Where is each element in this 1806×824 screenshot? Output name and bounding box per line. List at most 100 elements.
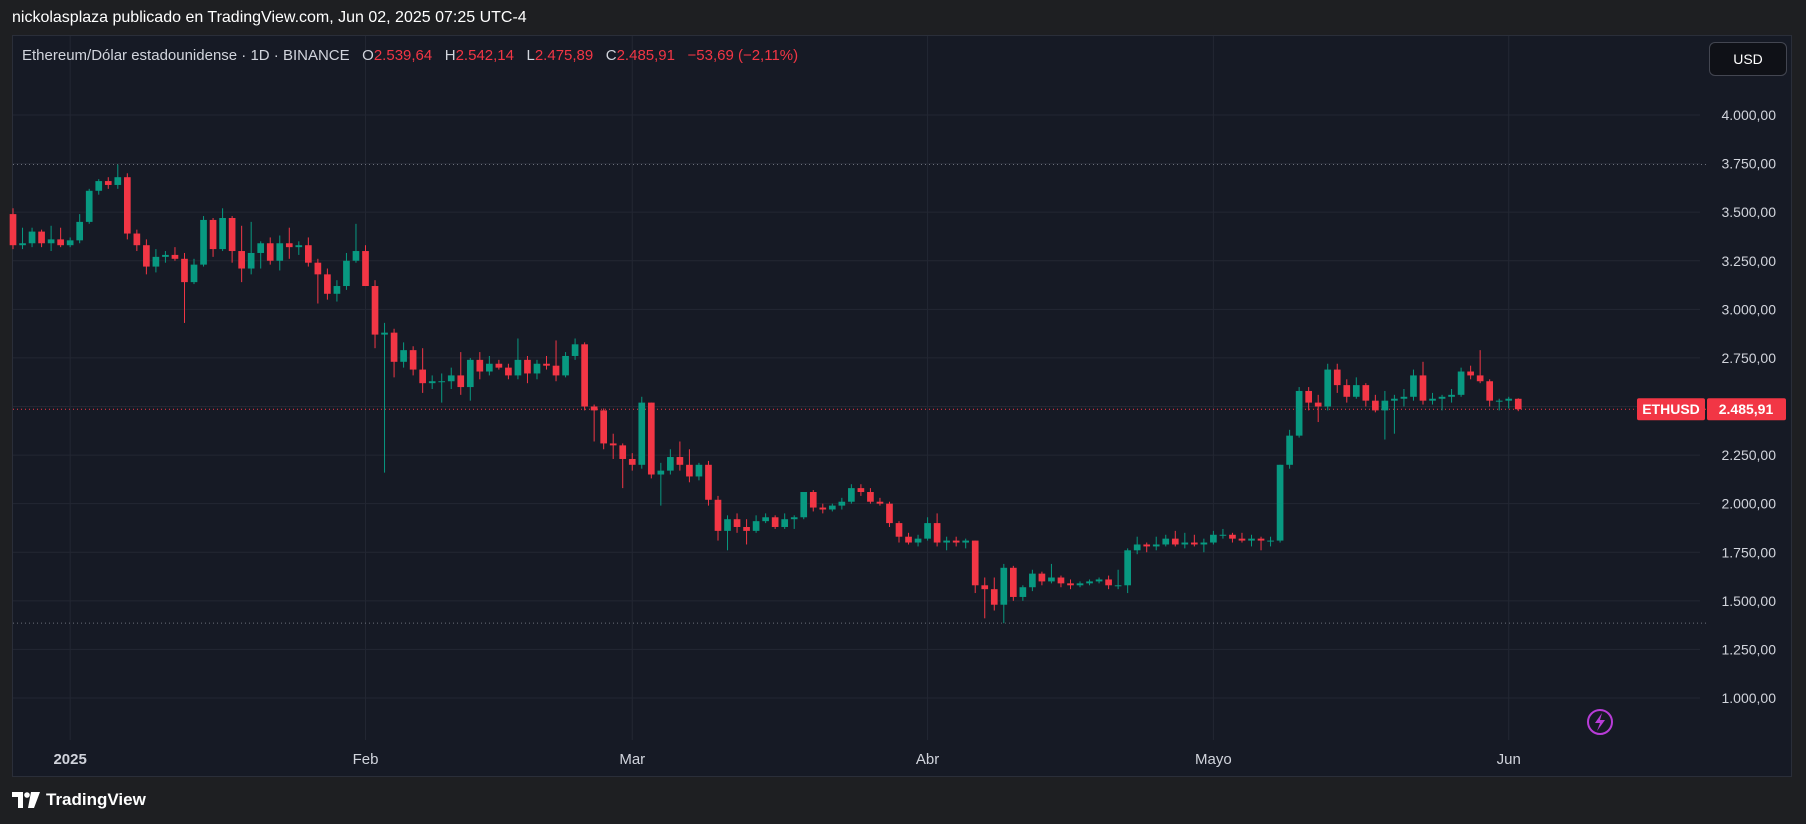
x-tick-label: Mar [619,751,645,768]
candle-body [247,252,255,269]
candle-body [771,517,779,527]
candle-body [1048,577,1055,582]
low-label: L [526,47,535,64]
candle-body [314,262,322,275]
candle-body [66,240,74,246]
candle-body [57,239,64,246]
last-price-tag: 2.485,91 [1719,401,1774,417]
candle-body [1238,538,1246,541]
candle-body [1229,534,1236,539]
candle-body [266,243,274,261]
y-tick-label: 2.750,00 [1722,350,1777,366]
x-tick-label: Abr [916,751,939,768]
candle-body [457,375,465,388]
candle-body [600,410,608,444]
open-value: 2.539,64 [373,47,433,64]
candle-body [1391,398,1398,401]
high-label: H [444,47,456,64]
candle-body [38,231,45,244]
candle-body [352,251,360,261]
candle-body [571,344,579,356]
candle-body [1219,534,1227,536]
candle-body [28,231,36,244]
candle-body [1276,464,1284,541]
candle-body [1467,371,1474,376]
candle-body [1295,390,1303,436]
candle-body [400,350,407,362]
candle-body [790,517,798,520]
candle-body [1086,581,1093,584]
y-tick-label: 4.000,00 [1722,107,1777,123]
candle-body [905,536,912,543]
brand-name: TradingView [46,790,146,809]
candle-body [190,264,198,283]
candle-body [114,177,122,185]
candle-body [638,402,646,465]
candle-body [219,217,226,250]
candle-body [257,243,265,253]
open-label: O [362,47,374,64]
candle-body [619,445,627,459]
candle-body [123,177,131,234]
currency-button[interactable]: USD [1709,42,1787,76]
lightning-bolt-icon [1595,713,1605,731]
candle-body [381,332,388,335]
low-value: 2.475,89 [534,47,594,64]
candle-body [895,523,903,537]
candle-body [1152,544,1160,547]
candle-body [1162,538,1170,545]
candle-body [590,406,598,411]
candle-body [324,274,331,294]
symbol-tag-bg [1637,398,1705,421]
candle-body [1114,585,1122,587]
lightning-icon[interactable] [1587,709,1613,735]
candle-body [533,363,541,374]
candle-body [676,457,684,465]
candle-body [171,254,179,259]
candle-body [152,256,160,267]
candle-body [181,258,188,283]
candle-body [1009,567,1017,597]
footer-brand: TradingView [12,790,146,810]
candle-body [838,501,846,506]
candle-body [95,181,103,191]
candle-body [876,501,884,504]
candle-body [952,540,960,543]
candle-body [867,492,874,502]
candle-body [9,214,17,246]
candle-body [162,254,169,257]
candle-body [705,464,712,500]
candle-body [609,443,617,446]
candle-body [1514,398,1522,410]
candle-body [390,332,398,362]
candle-body [1076,583,1084,586]
candle-body [1381,400,1389,411]
candle-body [276,243,284,261]
candle-body [752,521,760,531]
last-price-bg [1707,398,1786,421]
candle-body [724,519,731,531]
candle-body [1171,538,1179,545]
candle-body [962,540,970,543]
y-tick-label: 2.250,00 [1722,447,1777,463]
candle-body [1305,390,1312,403]
symbol-description: Ethereum/Dólar estadounidense · 1D · BIN… [22,47,350,64]
candle-body [1438,396,1446,399]
x-tick-label: 2025 [53,751,86,768]
candle-body [1343,385,1351,397]
candle-body [524,359,531,374]
y-tick-label: 1.750,00 [1722,544,1777,560]
candle-body [1476,375,1484,382]
candle-body [1248,538,1255,541]
candle-body [733,519,741,527]
candle-body [333,286,341,294]
candle-body [1429,398,1436,401]
candle-body [362,251,369,287]
candle-body [914,538,922,543]
candle-body [486,363,493,372]
candle-body [657,470,665,475]
candle-body [1372,400,1379,411]
candle-body [143,245,150,267]
candle-body [1419,375,1427,401]
